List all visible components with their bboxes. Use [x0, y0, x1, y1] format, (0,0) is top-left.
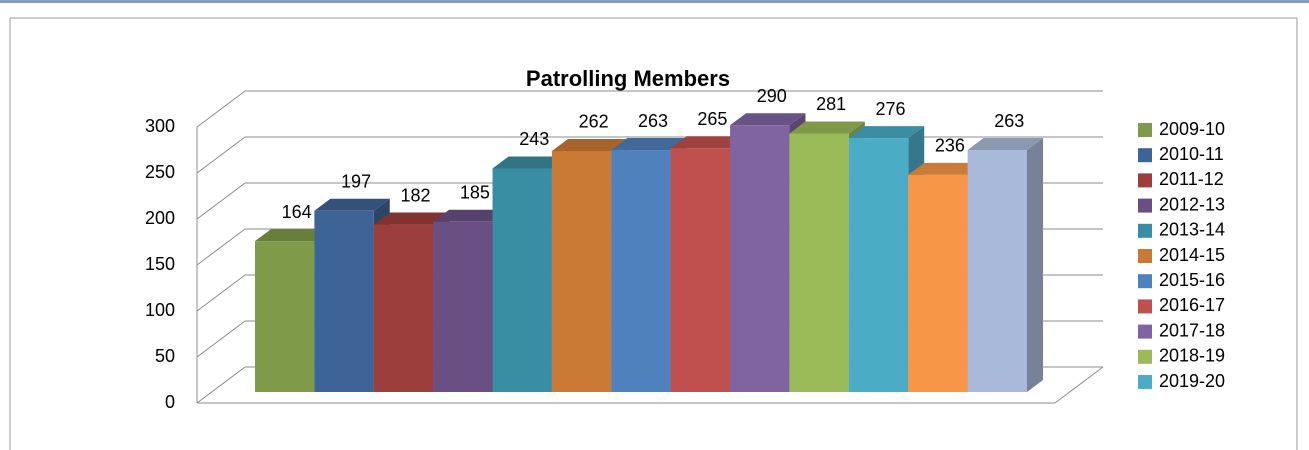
y-tick-label: 250	[145, 162, 175, 182]
bar-top	[255, 229, 331, 242]
bar	[373, 224, 434, 392]
bar-top	[373, 212, 450, 225]
legend-swatch	[1138, 249, 1152, 263]
legend-swatch	[1138, 274, 1152, 289]
grid-line	[196, 320, 246, 358]
bar	[433, 221, 493, 392]
bar-top	[730, 113, 806, 126]
bar-top	[670, 136, 747, 149]
grid-line	[196, 228, 246, 266]
bar-side	[1027, 138, 1043, 392]
bar	[730, 125, 790, 392]
bar-top	[492, 156, 568, 169]
data-label: 262	[579, 112, 609, 132]
bar	[908, 174, 968, 392]
legend-label: 2011-12	[1159, 169, 1224, 189]
bar	[848, 138, 909, 392]
chart-title: Patrolling Members	[526, 66, 730, 91]
y-tick-label: 150	[145, 254, 175, 274]
y-tick-label: 0	[165, 392, 175, 412]
legend-swatch	[1138, 349, 1152, 364]
grid-line	[196, 136, 246, 174]
y-tick-label: 300	[145, 116, 175, 136]
y-tick-label: 50	[155, 346, 175, 366]
grid-line	[196, 274, 246, 312]
data-label: 164	[282, 202, 312, 222]
legend-label: 2017-18	[1159, 320, 1225, 340]
bar-top	[314, 198, 390, 211]
data-label: 276	[876, 99, 906, 119]
floor-line	[1054, 366, 1104, 404]
bar-top	[848, 126, 925, 139]
legend-label: 2018-19	[1159, 346, 1225, 366]
legend-swatch	[1138, 375, 1152, 389]
y-tick-label: 200	[145, 208, 175, 228]
data-label: 185	[460, 183, 490, 203]
bar-top	[789, 121, 865, 134]
legend-swatch	[1138, 173, 1152, 188]
data-label: 263	[638, 111, 668, 131]
legend-swatch	[1138, 324, 1152, 339]
legend-label: 2016-17	[1159, 295, 1225, 315]
top-border	[0, 0, 1309, 3]
bar-top	[433, 209, 509, 222]
legend-label: 2009-10	[1159, 119, 1225, 139]
bar	[492, 168, 552, 392]
legend-label: 2019-20	[1159, 371, 1225, 391]
bar-top	[908, 162, 984, 175]
bar	[551, 150, 612, 392]
bar	[670, 148, 731, 392]
legend-label: 2010-11	[1159, 144, 1224, 164]
bar	[611, 150, 671, 392]
bar	[789, 133, 849, 393]
data-label: 197	[341, 172, 371, 192]
bar-top	[611, 138, 687, 151]
legend-label: 2012-13	[1159, 194, 1225, 214]
data-label: 281	[816, 94, 846, 114]
y-tick-label: 100	[145, 300, 175, 320]
data-label: 265	[697, 109, 727, 129]
chart-frame	[9, 17, 1298, 450]
legend-label: 2013-14	[1159, 220, 1225, 240]
data-label: 182	[400, 185, 430, 205]
bar	[314, 210, 374, 392]
bar	[255, 241, 315, 392]
legend-swatch	[1138, 123, 1152, 137]
grid-line	[196, 90, 246, 128]
data-label: 236	[935, 136, 965, 156]
grid-line	[196, 366, 246, 404]
data-label: 290	[757, 86, 787, 106]
data-label: 263	[994, 111, 1024, 131]
legend-swatch	[1138, 299, 1152, 314]
legend-label: 2014-15	[1159, 245, 1225, 265]
bar	[967, 150, 1027, 392]
legend-swatch	[1138, 223, 1152, 238]
data-label: 243	[519, 129, 549, 149]
bar-top	[967, 138, 1043, 151]
legend-label: 2015-16	[1159, 270, 1225, 290]
legend-swatch	[1138, 148, 1152, 163]
legend-swatch	[1138, 198, 1152, 213]
bar-top	[551, 138, 628, 151]
grid-line	[196, 182, 246, 220]
